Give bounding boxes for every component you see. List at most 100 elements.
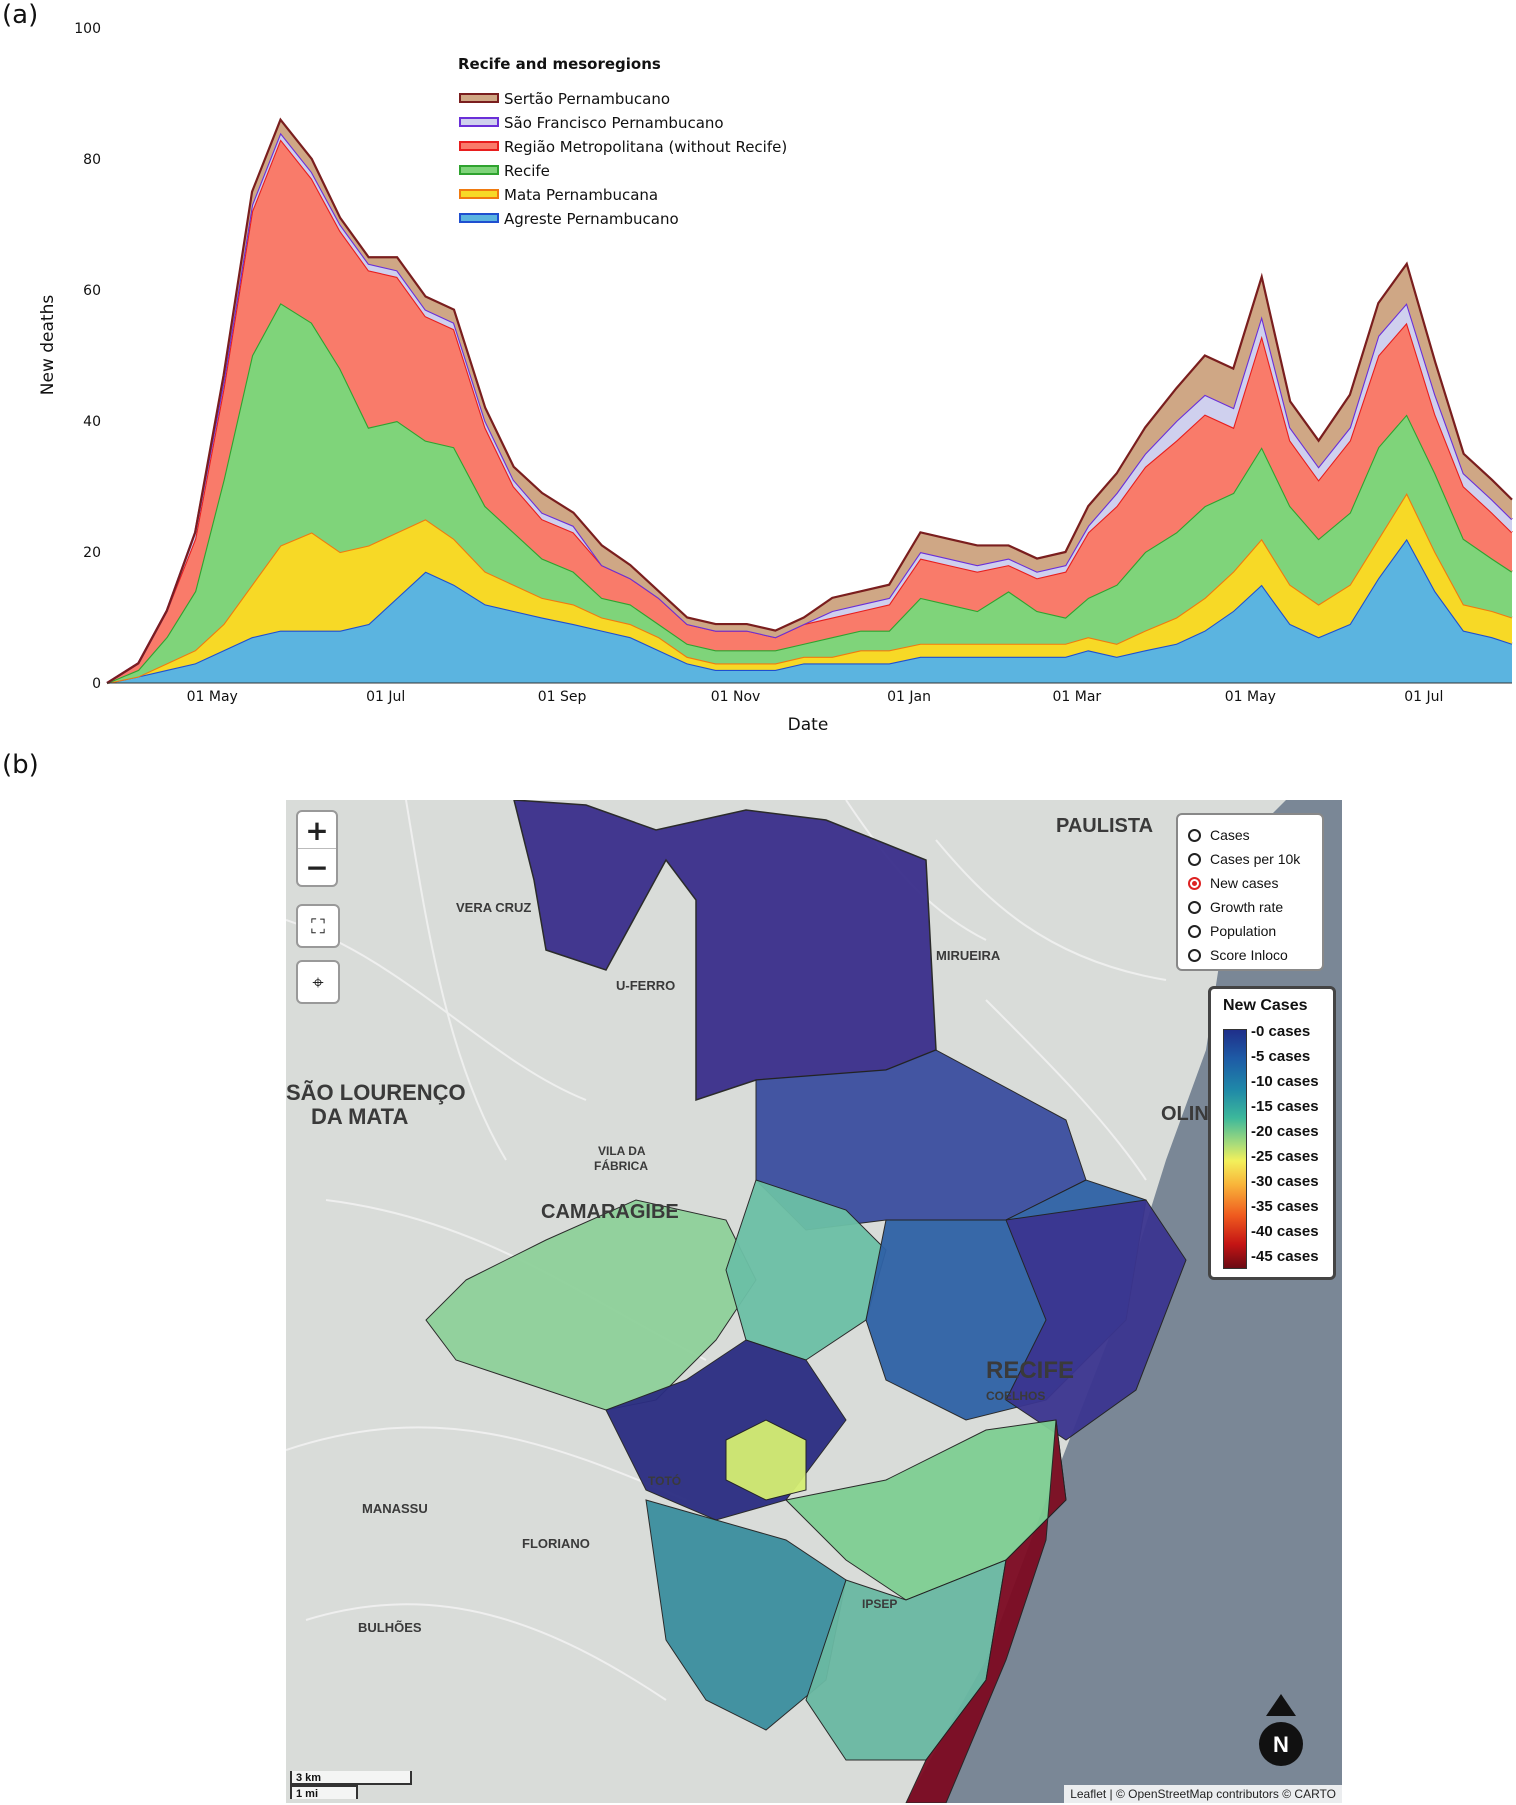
y-tick-label: 80 (83, 152, 101, 168)
place-fabrica: FÁBRICA (594, 1158, 648, 1173)
scale-mi: 1 mi (290, 1785, 358, 1800)
legend-swatch (459, 117, 499, 127)
colorbar-tick-label: -5 cases (1251, 1048, 1311, 1065)
y-tick-label: 40 (83, 414, 101, 430)
zoom-out-button[interactable]: − (298, 848, 336, 885)
place-toto: TOTÓ (648, 1473, 681, 1488)
colorbar-tick-label: -25 cases (1251, 1148, 1319, 1165)
y-axis: 0 20 40 60 80 100 (74, 21, 101, 692)
place-camaragibe: CAMARAGIBE (541, 1201, 679, 1223)
locate-icon[interactable]: ⌖ (296, 960, 340, 1004)
region-north[interactable] (513, 800, 937, 1102)
north-label: N (1273, 1732, 1289, 1757)
legend-entry: Agreste Pernambucano (504, 210, 679, 228)
x-tick-label: 01 Sep (538, 689, 587, 705)
colorbar-gradient (1223, 1029, 1247, 1269)
scale-bar: 3 km 1 mi (290, 1771, 412, 1800)
series-area-5 (107, 119, 1512, 683)
radio-icon[interactable] (1188, 924, 1201, 938)
colorbar-tick-label: -20 cases (1251, 1123, 1319, 1140)
legend-swatch (459, 141, 499, 151)
colorbar-tick-label: -45 cases (1251, 1248, 1319, 1265)
legend-title: Recife and mesoregions (458, 55, 661, 73)
scale-km: 3 km (290, 1771, 412, 1785)
x-axis: 01 May 01 Jul 01 Sep 01 Nov 01 Jan 01 Mar 01 M… (107, 682, 1512, 705)
region-west-green[interactable] (425, 1199, 757, 1411)
colorbar-legend: New Cases -0 cases -5 cases -10 cases -15 c… (1208, 986, 1336, 1280)
series-area-1 (107, 493, 1512, 683)
place-u-ferro: U-FERRO (616, 978, 675, 993)
layer-option-cases[interactable]: Cases (1188, 823, 1312, 847)
place-floriano: FLORIANO (522, 1536, 590, 1551)
x-tick-label: 01 May (1225, 689, 1276, 705)
legend-swatch (459, 213, 499, 223)
place-sao-lourenco: SÃO LOURENÇO (286, 1080, 466, 1105)
colorbar-title: New Cases (1223, 997, 1308, 1014)
legend: Recife and mesoregions Sertão Pernambucan… (458, 55, 787, 228)
layer-option-cases-per-10k[interactable]: Cases per 10k (1188, 847, 1312, 871)
place-da-mata: DA MATA (311, 1104, 408, 1129)
radio-icon[interactable] (1188, 852, 1201, 866)
y-tick-label: 100 (74, 21, 101, 37)
place-mirueira: MIRUEIRA (936, 948, 1001, 963)
place-manassu: MANASSU (362, 1501, 428, 1516)
place-ipsep: IPSEP (862, 1597, 897, 1611)
y-tick-label: 60 (83, 283, 101, 299)
region-yellow-spot[interactable] (725, 1419, 807, 1501)
place-paulista: PAULISTA (1056, 815, 1153, 837)
area-layers (106, 117, 1513, 685)
legend-entry: Região Metropolitana (without Recife) (504, 138, 787, 156)
layer-option-growth-rate[interactable]: Growth rate (1188, 895, 1312, 919)
series-line-5 (106, 117, 1513, 684)
place-vila-da: VILA DA (598, 1144, 646, 1158)
x-tick-label: 01 Jan (887, 689, 931, 705)
y-tick-label: 0 (92, 676, 101, 692)
y-axis-title: New deaths (38, 295, 58, 396)
x-tick-label: 01 May (187, 689, 238, 705)
region-coast-red[interactable] (905, 1419, 1067, 1803)
map-attribution[interactable]: Leaflet | © OpenStreetMap contributors ©… (1064, 1785, 1342, 1803)
legend-swatch (459, 93, 499, 103)
layer-option-population[interactable]: Population (1188, 919, 1312, 943)
panel-a-label: (a) (2, 0, 39, 30)
layer-option-new-cases[interactable]: New cases (1188, 871, 1312, 895)
series-area-2 (107, 303, 1512, 683)
y-tick-label: 20 (83, 545, 101, 561)
choropleth-map[interactable]: PAULISTA VERA CRUZ MIRUEIRA U-FERRO SÃO … (286, 800, 1342, 1803)
panel-b-label: (b) (2, 750, 39, 780)
place-recife: RECIFE (986, 1357, 1074, 1384)
radio-selected-icon[interactable] (1188, 876, 1201, 890)
colorbar-tick-label: -30 cases (1251, 1173, 1319, 1190)
zoom-in-button[interactable]: + (305, 813, 329, 847)
colorbar-tick-label: -0 cases (1251, 1023, 1311, 1040)
layer-selector: Cases Cases per 10k New cases Growth rat… (1176, 813, 1324, 971)
x-tick-label: 01 Mar (1053, 689, 1102, 705)
layer-option-score-inloco[interactable]: Score Inloco (1188, 943, 1312, 967)
series-area-3 (107, 139, 1512, 684)
fullscreen-icon[interactable]: ⛶ (296, 904, 340, 948)
region-center-teal[interactable] (725, 1179, 887, 1361)
colorbar-tick-label: -40 cases (1251, 1223, 1319, 1240)
zoom-control: + − (296, 810, 338, 887)
colorbar-tick-label: -10 cases (1251, 1073, 1319, 1090)
legend-swatch (459, 165, 499, 175)
x-axis-title: Date (788, 715, 829, 735)
place-vera-cruz: VERA CRUZ (456, 900, 531, 915)
place-bulhoes: BULHÕES (358, 1620, 422, 1635)
legend-entry: Mata Pernambucana (504, 186, 658, 204)
radio-icon[interactable] (1188, 828, 1201, 842)
radio-icon[interactable] (1188, 900, 1201, 914)
radio-icon[interactable] (1188, 948, 1201, 962)
x-tick-label: 01 Jul (1404, 689, 1443, 705)
legend-entry: Recife (504, 162, 550, 180)
legend-entry: São Francisco Pernambucano (504, 114, 724, 132)
x-tick-label: 01 Nov (711, 689, 761, 705)
x-tick-label: 01 Jul (366, 689, 405, 705)
colorbar-tick-label: -35 cases (1251, 1198, 1319, 1215)
series-area-0 (107, 538, 1512, 683)
legend-swatch (459, 189, 499, 199)
place-coelhos: COELHOS (986, 1389, 1045, 1403)
region-recife-center[interactable] (1005, 1199, 1187, 1441)
legend-entry: Sertão Pernambucano (504, 90, 670, 108)
